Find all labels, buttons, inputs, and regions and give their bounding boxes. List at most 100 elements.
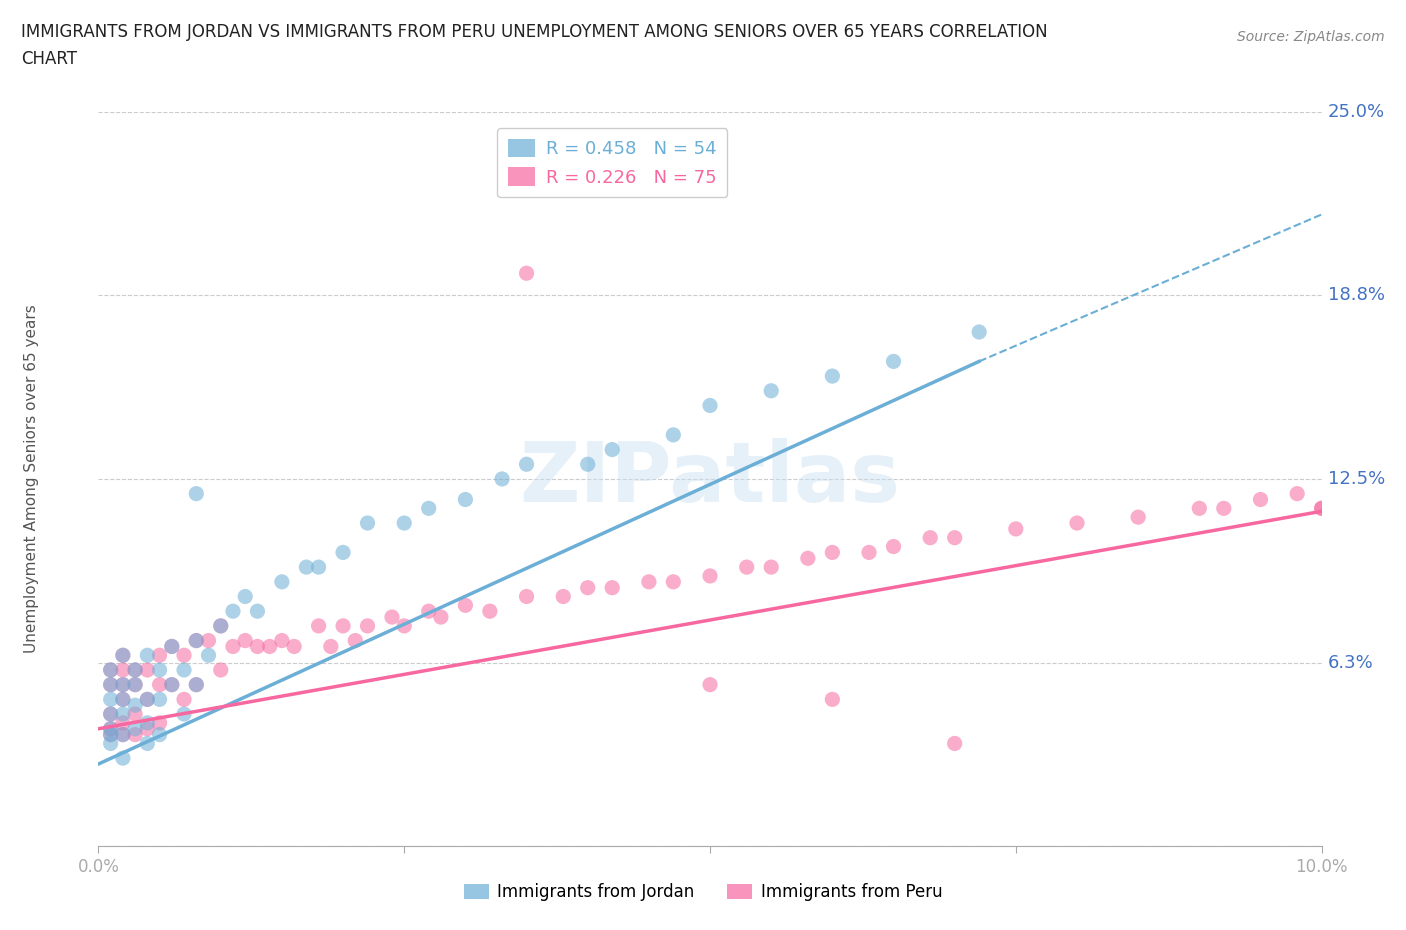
Point xyxy=(270,633,292,648)
Point xyxy=(149,727,172,742)
Point xyxy=(209,662,232,677)
Point xyxy=(259,639,281,654)
Point xyxy=(943,530,966,545)
Point xyxy=(100,722,122,737)
Point xyxy=(111,727,134,742)
Point xyxy=(173,662,195,677)
Point xyxy=(356,515,378,530)
Point xyxy=(111,648,134,663)
Point xyxy=(381,610,404,625)
Point xyxy=(111,692,134,707)
Point xyxy=(478,604,501,618)
Point xyxy=(246,639,269,654)
Point xyxy=(124,662,146,677)
Point xyxy=(454,598,477,613)
Point xyxy=(283,639,305,654)
Text: ZIPatlas: ZIPatlas xyxy=(520,438,900,520)
Point xyxy=(124,727,146,742)
Point xyxy=(576,580,599,595)
Point xyxy=(149,662,172,677)
Point xyxy=(858,545,880,560)
Point xyxy=(111,648,134,663)
Point xyxy=(1310,501,1333,516)
Point xyxy=(246,604,269,618)
Point xyxy=(222,604,245,618)
Point xyxy=(160,639,183,654)
Point xyxy=(124,698,146,712)
Point xyxy=(111,715,134,730)
Point xyxy=(576,457,599,472)
Point xyxy=(233,633,256,648)
Point xyxy=(943,736,966,751)
Point xyxy=(136,662,159,677)
Point xyxy=(759,560,782,575)
Point xyxy=(797,551,820,565)
Point xyxy=(392,515,416,530)
Point xyxy=(111,751,134,765)
Point xyxy=(662,575,685,590)
Point xyxy=(1310,501,1333,516)
Point xyxy=(883,354,905,369)
Point xyxy=(418,501,440,516)
Point xyxy=(308,618,330,633)
Point xyxy=(173,648,195,663)
Text: 12.5%: 12.5% xyxy=(1327,470,1385,488)
Point xyxy=(516,266,538,281)
Point xyxy=(600,580,623,595)
Point xyxy=(136,648,159,663)
Point xyxy=(136,736,159,751)
Point xyxy=(100,662,122,677)
Text: 25.0%: 25.0% xyxy=(1327,102,1385,121)
Point xyxy=(197,633,219,648)
Point xyxy=(1188,501,1211,516)
Point xyxy=(160,677,183,692)
Point xyxy=(186,486,208,501)
Point xyxy=(319,639,342,654)
Point xyxy=(160,677,183,692)
Text: IMMIGRANTS FROM JORDAN VS IMMIGRANTS FROM PERU UNEMPLOYMENT AMONG SENIORS OVER 6: IMMIGRANTS FROM JORDAN VS IMMIGRANTS FRO… xyxy=(21,23,1047,68)
Point xyxy=(332,545,354,560)
Point xyxy=(173,692,195,707)
Point xyxy=(100,722,122,737)
Point xyxy=(136,692,159,707)
Point xyxy=(344,633,367,648)
Point xyxy=(111,677,134,692)
Point xyxy=(124,662,146,677)
Point xyxy=(149,648,172,663)
Point xyxy=(100,727,122,742)
Point xyxy=(662,428,685,443)
Point xyxy=(186,677,208,692)
Point xyxy=(1004,522,1026,537)
Point xyxy=(600,442,623,457)
Point xyxy=(699,677,721,692)
Point xyxy=(111,727,134,742)
Point xyxy=(516,589,538,604)
Point xyxy=(100,692,122,707)
Point xyxy=(1212,501,1234,516)
Point xyxy=(111,707,134,722)
Point xyxy=(186,677,208,692)
Point xyxy=(124,677,146,692)
Point xyxy=(100,736,122,751)
Point xyxy=(124,707,146,722)
Point xyxy=(100,727,122,742)
Point xyxy=(186,633,208,648)
Point xyxy=(295,560,318,575)
Point xyxy=(308,560,330,575)
Point xyxy=(111,692,134,707)
Point xyxy=(100,662,122,677)
Point xyxy=(967,325,990,339)
Point xyxy=(1286,486,1309,501)
Point xyxy=(100,677,122,692)
Text: 18.8%: 18.8% xyxy=(1327,286,1385,304)
Point xyxy=(124,722,146,737)
Point xyxy=(454,492,477,507)
Point xyxy=(735,560,758,575)
Point xyxy=(883,539,905,554)
Point xyxy=(160,639,183,654)
Point xyxy=(392,618,416,633)
Point xyxy=(759,383,782,398)
Point xyxy=(1128,510,1150,525)
Point xyxy=(332,618,354,633)
Point xyxy=(111,662,134,677)
